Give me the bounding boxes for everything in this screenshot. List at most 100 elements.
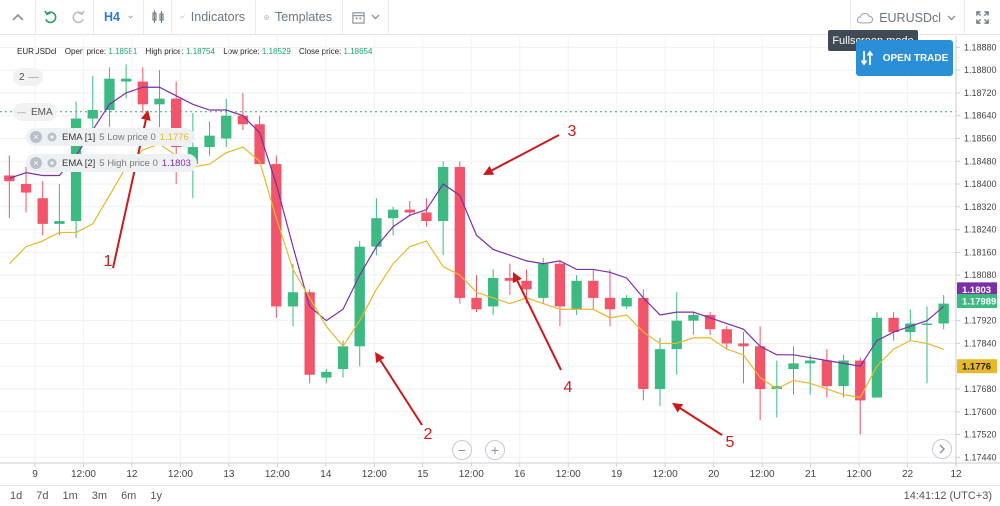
close-icon[interactable]: × — [30, 157, 42, 169]
candle[interactable] — [237, 92, 249, 130]
candle[interactable] — [54, 184, 65, 236]
candle[interactable] — [654, 337, 666, 407]
ema1-legend[interactable]: × EMA [1] 5 Low price 0 1.1776 — [26, 128, 195, 146]
redo-button[interactable] — [64, 0, 94, 35]
candle[interactable] — [805, 354, 816, 395]
price-chart[interactable]: 1.18880 1.18800 1.18720 1.18640 1.18560 1.184… — [0, 36, 1000, 485]
candle[interactable] — [321, 369, 332, 384]
y-tick-label: 1.17600 — [964, 407, 997, 417]
arrow-shaft — [379, 359, 423, 426]
high-value: 1.18754 — [186, 47, 215, 56]
candle[interactable] — [354, 240, 365, 367]
candle-body — [671, 320, 682, 350]
arrow-head — [512, 272, 522, 284]
candle[interactable] — [437, 161, 449, 256]
symbol-selector[interactable]: EURUSDcl — [850, 0, 964, 35]
candle[interactable] — [37, 181, 48, 236]
redo-icon — [72, 10, 85, 23]
candle[interactable] — [287, 263, 299, 327]
templates-button[interactable]: Templates — [256, 0, 343, 35]
candle[interactable] — [621, 295, 632, 310]
fullscreen-icon — [976, 11, 989, 24]
studies-counter[interactable]: 2 — — [13, 68, 43, 86]
range-7d[interactable]: 7d — [36, 490, 49, 502]
candle[interactable] — [154, 70, 165, 128]
candle[interactable] — [254, 115, 265, 165]
x-tick-label: 12:00 — [653, 469, 678, 480]
fullscreen-button[interactable] — [964, 0, 1000, 35]
gear-icon[interactable] — [46, 131, 58, 143]
y-tick-label: 1.18240 — [964, 225, 997, 235]
indicators-button[interactable]: Indicators — [172, 0, 256, 35]
candle[interactable] — [488, 269, 499, 315]
y-tick-label: 1.18080 — [964, 270, 997, 280]
candle[interactable] — [471, 275, 482, 313]
candle[interactable] — [888, 312, 899, 341]
candle[interactable] — [421, 198, 432, 227]
candle-body — [838, 360, 849, 387]
candle-body — [387, 209, 399, 219]
close-icon[interactable]: × — [30, 131, 42, 143]
range-1m[interactable]: 1m — [62, 490, 78, 502]
interval-selector[interactable]: H4 — [94, 0, 144, 35]
ema-group-toggle[interactable]: — EMA — [13, 103, 57, 121]
candle[interactable] — [754, 326, 766, 421]
zoom-out-button[interactable]: − — [452, 440, 472, 460]
ema2-params: 5 High price 0 — [99, 157, 158, 169]
x-tick-label: 12:00 — [362, 469, 387, 480]
undo-button[interactable] — [36, 0, 64, 35]
low-label: Low price: — [223, 47, 260, 56]
indicators-label: Indicators — [190, 10, 245, 24]
range-1d[interactable]: 1d — [10, 490, 23, 502]
candle[interactable] — [671, 292, 682, 375]
candle[interactable] — [87, 75, 98, 130]
candle[interactable] — [371, 198, 382, 256]
candle[interactable] — [571, 275, 582, 315]
candle[interactable] — [855, 357, 866, 435]
chevron-up-icon — [11, 13, 24, 21]
candle[interactable] — [688, 312, 699, 335]
candle[interactable] — [104, 67, 115, 128]
zoom-in-button[interactable]: + — [485, 440, 505, 460]
candle[interactable] — [721, 326, 732, 350]
candle[interactable] — [588, 269, 599, 310]
chart-type-button[interactable] — [144, 0, 172, 35]
candle[interactable] — [404, 201, 415, 216]
ema1-params: 5 Low price 0 — [99, 131, 156, 143]
y-tick-label: 1.18160 — [964, 247, 997, 257]
range-3m[interactable]: 3m — [91, 490, 108, 502]
candle-body — [621, 297, 632, 307]
candle[interactable] — [387, 206, 399, 236]
collapse-toolbar-button[interactable] — [0, 0, 36, 35]
candle[interactable] — [20, 166, 32, 213]
ema1-value: 1.1776 — [159, 131, 189, 143]
open-trade-button[interactable]: OPEN TRADE — [856, 40, 953, 76]
candle[interactable] — [738, 332, 749, 384]
range-6m[interactable]: 6m — [121, 490, 137, 502]
candle[interactable] — [638, 289, 649, 401]
candle[interactable] — [938, 295, 949, 330]
candle[interactable] — [921, 306, 933, 384]
y-tick-label: 1.18560 — [964, 133, 997, 143]
candle[interactable] — [137, 67, 148, 113]
candle[interactable] — [271, 155, 282, 318]
info-symbol: EURUSDcl — [17, 47, 57, 56]
ema2-legend[interactable]: × EMA [2] 5 High price 0 1.1803 — [26, 154, 197, 172]
candle[interactable] — [604, 269, 616, 327]
candle[interactable] — [788, 346, 799, 395]
candle[interactable] — [554, 260, 566, 327]
scroll-to-realtime-button[interactable] — [932, 439, 952, 459]
gear-icon[interactable] — [46, 157, 58, 169]
candle[interactable] — [204, 121, 215, 156]
candle[interactable] — [905, 309, 916, 341]
candle[interactable] — [4, 155, 15, 219]
calendar-button[interactable] — [343, 0, 389, 35]
range-1y[interactable]: 1y — [150, 490, 162, 502]
candle[interactable] — [454, 161, 465, 304]
candle[interactable] — [538, 258, 549, 304]
candle[interactable] — [504, 263, 516, 296]
candle[interactable] — [221, 98, 232, 148]
candle[interactable] — [704, 312, 716, 335]
candle[interactable] — [838, 354, 849, 398]
candle[interactable] — [871, 312, 883, 398]
